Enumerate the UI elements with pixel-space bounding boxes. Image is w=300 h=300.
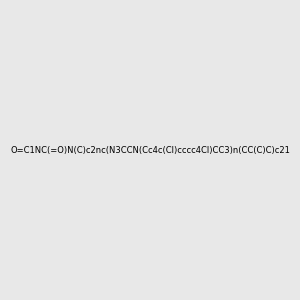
Text: O=C1NC(=O)N(C)c2nc(N3CCN(Cc4c(Cl)cccc4Cl)CC3)n(CC(C)C)c21: O=C1NC(=O)N(C)c2nc(N3CCN(Cc4c(Cl)cccc4Cl… <box>10 146 290 154</box>
